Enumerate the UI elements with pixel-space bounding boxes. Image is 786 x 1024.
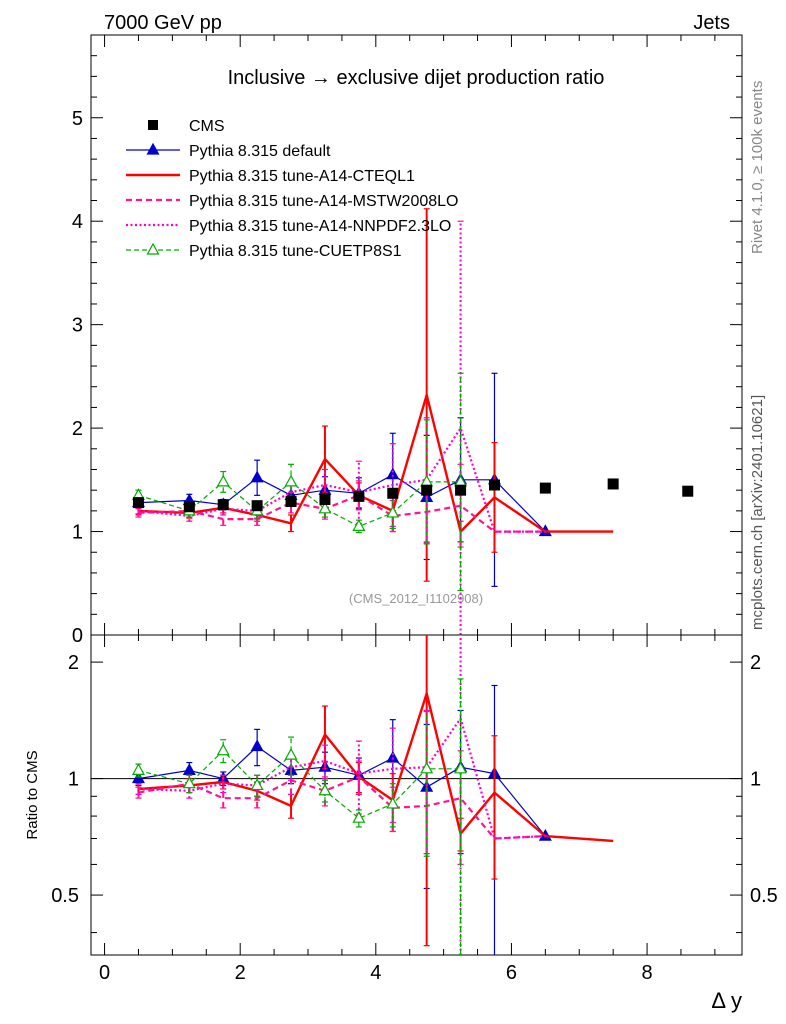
y-tick-label-right: 1 — [750, 769, 761, 791]
data-point — [217, 499, 229, 511]
series-pythia-8-315-tune-a14-nnpdf2-3lo — [135, 635, 546, 955]
legend-entry: Pythia 8.315 tune-CUETP8S1 — [126, 242, 402, 260]
data-point — [607, 478, 619, 490]
series-pythia-8-315-default — [131, 372, 552, 587]
legend-label: Pythia 8.315 tune-A14-NNPDF2.3LO — [189, 218, 451, 235]
y-tick-label: 1 — [68, 769, 79, 791]
series-line — [138, 745, 546, 837]
data-point — [216, 474, 230, 487]
data-point — [353, 490, 365, 502]
main-panel: 0 1 2 3 4 5 Inclusive → exclusive dijet produ… — [72, 34, 743, 647]
series-line — [138, 474, 546, 533]
legend-entry: Pythia 8.315 default — [126, 142, 331, 160]
data-point — [455, 484, 467, 496]
data-point — [352, 810, 366, 823]
series-pythia-8-315-default — [131, 684, 552, 955]
series-line — [138, 775, 546, 840]
y-tick-label: 0.5 — [51, 885, 79, 907]
ratio-frame — [90, 634, 743, 956]
ratio-axis-ticks: 0 2 4 6 8 0.5 0.5 1 1 2 2 — [51, 635, 778, 984]
data-point — [182, 776, 196, 789]
legend: CMS Pythia 8.315 default Pythia 8.315 tune… — [126, 118, 458, 260]
data-point — [454, 761, 468, 774]
data-point — [284, 747, 298, 760]
legend-label: Pythia 8.315 tune-CUETP8S1 — [189, 243, 402, 260]
y-tick-label: 0 — [72, 625, 83, 647]
x-tick-label: 0 — [99, 962, 110, 984]
y-tick-label: 2 — [72, 418, 83, 440]
legend-entry: Pythia 8.315 tune-A14-MSTW2008LO — [126, 193, 458, 210]
series-line — [138, 494, 546, 533]
legend-marker — [146, 142, 160, 155]
data-point — [183, 501, 195, 513]
x-tick-label: 6 — [506, 962, 517, 984]
ratio-series — [131, 635, 614, 955]
y-tick-label: 2 — [68, 652, 79, 674]
analysis-watermark: (CMS_2012_I1102908) — [349, 591, 483, 606]
x-tick-label: 8 — [642, 962, 653, 984]
legend-marker — [148, 120, 158, 130]
data-point — [251, 500, 263, 512]
data-point — [132, 497, 144, 509]
y-tick-label: 3 — [72, 315, 83, 337]
series-line — [138, 750, 461, 819]
x-axis-label: Δ y — [711, 988, 742, 1013]
y-tick-label: 4 — [72, 211, 83, 233]
side-label-top: Rivet 4.1.0, ≥ 100k events — [749, 81, 766, 254]
data-point — [387, 487, 399, 499]
data-point — [216, 743, 230, 756]
series-pythia-8-315-tune-a14-cteql1 — [135, 208, 614, 582]
chart-title: Inclusive → exclusive dijet production r… — [228, 67, 605, 89]
category-label: Jets — [693, 12, 730, 34]
series-pythia-8-315-tune-a14-mstw2008lo — [135, 750, 546, 866]
y-tick-label-right: 2 — [750, 652, 761, 674]
data-point — [386, 796, 400, 809]
series-line — [138, 481, 461, 528]
legend-label: Pythia 8.315 default — [189, 143, 331, 160]
data-point — [420, 761, 434, 774]
data-point — [319, 493, 331, 505]
data-point — [352, 519, 366, 531]
data-point — [250, 739, 264, 752]
energy-label: 7000 GeV pp — [104, 12, 222, 34]
data-point — [318, 501, 332, 514]
main-series — [131, 208, 694, 635]
series-cms — [132, 478, 694, 513]
data-point — [131, 771, 145, 784]
y-tick-label-right: 0.5 — [750, 885, 778, 907]
x-tick-label: 2 — [235, 962, 246, 984]
data-point — [682, 485, 694, 497]
ratio-panel: 0 2 4 6 8 0.5 0.5 1 1 2 2 Ratio to CMS — [24, 634, 778, 984]
data-point — [386, 505, 400, 518]
legend-entry: Pythia 8.315 tune-A14-CTEQL1 — [126, 168, 415, 185]
data-point — [250, 470, 264, 483]
x-tick-label: 4 — [370, 962, 381, 984]
data-point — [318, 783, 332, 796]
legend-label: Pythia 8.315 tune-A14-MSTW2008LO — [189, 193, 458, 210]
data-point — [182, 763, 196, 775]
legend-marker — [146, 242, 160, 255]
data-point — [539, 482, 551, 494]
data-point — [284, 474, 298, 487]
data-point — [131, 763, 145, 775]
data-point — [386, 467, 400, 480]
data-point — [250, 778, 264, 791]
legend-entry: Pythia 8.315 tune-A14-NNPDF2.3LO — [126, 218, 451, 235]
main-axis-ticks: 0 1 2 3 4 5 — [72, 35, 742, 647]
y-tick-label: 5 — [72, 108, 83, 130]
legend-entry: CMS — [148, 118, 225, 135]
side-label-bottom: mcplots.cern.ch [arXiv:2401.10621] — [749, 395, 766, 630]
legend-label: Pythia 8.315 tune-A14-CTEQL1 — [189, 168, 415, 185]
legend-label: CMS — [189, 118, 225, 135]
series-pythia-8-315-tune-a14-nnpdf2-3lo — [135, 220, 546, 635]
y-tick-label: 1 — [72, 522, 83, 544]
series-pythia-8-315-tune-cuetp8s1 — [131, 372, 468, 592]
data-point — [285, 496, 297, 508]
data-point — [421, 484, 433, 496]
series-pythia-8-315-tune-cuetp8s1 — [131, 678, 468, 955]
data-point — [488, 479, 500, 491]
ratio-ylabel: Ratio to CMS — [24, 750, 41, 839]
